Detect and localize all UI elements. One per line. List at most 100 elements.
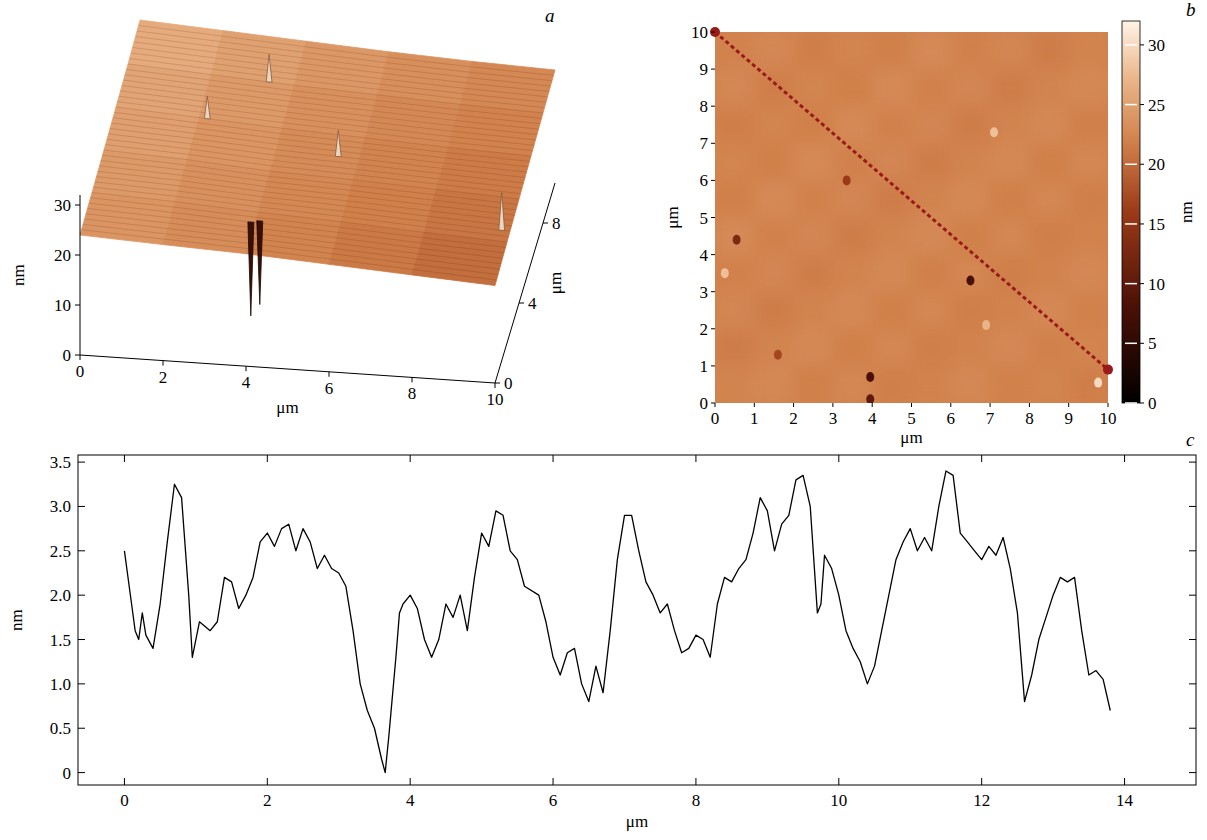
cell [872, 366, 912, 403]
tick [1189, 728, 1196, 729]
tick-label: 9 [700, 60, 709, 79]
tick [754, 403, 755, 407]
tick [1125, 343, 1137, 345]
tick-label: 1.0 [50, 675, 71, 694]
tick [1125, 104, 1137, 106]
tick-label: 2 [789, 409, 798, 428]
texture [88, 208, 503, 258]
tick [1189, 595, 1196, 596]
tick-label: 3.5 [50, 453, 71, 472]
tick [711, 32, 715, 33]
cell [912, 143, 952, 181]
tick [711, 69, 715, 70]
texture [101, 161, 516, 210]
tick-label: 0 [63, 346, 72, 365]
texture [98, 171, 513, 220]
cell [794, 180, 834, 218]
tick-label: 2 [159, 368, 168, 387]
tick [1189, 506, 1196, 507]
tick [1124, 778, 1125, 785]
cell [1029, 329, 1069, 367]
texture [128, 64, 543, 113]
cell [794, 255, 834, 293]
colorbar [1122, 21, 1140, 403]
spot [733, 235, 741, 245]
texture [92, 193, 507, 243]
tick [793, 403, 794, 407]
cell [794, 143, 834, 181]
tick-label: 2.0 [50, 586, 71, 605]
tick [124, 455, 125, 462]
cell [754, 329, 794, 367]
cell [794, 69, 834, 107]
tick [1189, 550, 1196, 551]
tick [981, 778, 982, 785]
cell [833, 180, 873, 218]
tick-label: 4 [242, 373, 251, 392]
cell [1029, 255, 1069, 293]
cell [990, 218, 1030, 256]
frame [78, 455, 1196, 785]
tick [163, 361, 164, 366]
z-axis [80, 195, 81, 355]
tick [1140, 283, 1144, 284]
cell [951, 69, 991, 107]
cell [912, 255, 952, 293]
cell [833, 292, 873, 330]
spike [257, 221, 263, 305]
tick [711, 143, 715, 144]
cell [833, 255, 873, 293]
cell [715, 106, 755, 144]
cell [990, 180, 1030, 218]
tick-label: 6 [549, 791, 558, 810]
texture [121, 91, 536, 140]
cell [715, 143, 755, 181]
axis-title: μm [663, 206, 682, 228]
cell [715, 69, 755, 107]
cell [1069, 218, 1108, 256]
tick-label: 10 [1100, 409, 1117, 428]
cell [715, 255, 755, 293]
surface [80, 20, 555, 286]
tick [75, 255, 80, 256]
cell [912, 180, 952, 218]
texture [112, 123, 527, 172]
tick [911, 403, 912, 407]
tick-label: 5 [1148, 334, 1157, 353]
tick [1189, 772, 1196, 773]
tick [78, 639, 85, 640]
cell [715, 329, 755, 367]
tick [410, 778, 411, 785]
cell [715, 366, 755, 403]
texture [134, 42, 549, 92]
tick-label: 10 [691, 23, 708, 42]
texture [125, 75, 540, 124]
tick [711, 106, 715, 107]
cell [951, 32, 991, 70]
tick-label: 6 [947, 409, 956, 428]
tick [78, 550, 85, 551]
texture [131, 53, 546, 102]
cell [1029, 292, 1069, 330]
tick [711, 180, 715, 181]
cell [754, 143, 794, 181]
tick [1189, 462, 1196, 463]
spot [1094, 378, 1102, 388]
cell [794, 218, 834, 256]
cell [912, 106, 952, 144]
spot [866, 372, 874, 382]
cell [951, 180, 991, 218]
cell [794, 329, 834, 367]
figure: 01020300246810048nmμmμma0123456789100123… [0, 0, 1207, 840]
cell [912, 292, 952, 330]
tick-label: 0 [700, 394, 709, 413]
axis-title: μm [626, 812, 648, 831]
cell [833, 329, 873, 367]
axis-title: nm [7, 609, 26, 631]
cell [912, 218, 952, 256]
tick [1140, 343, 1144, 344]
spot [774, 350, 782, 360]
tick-label: 10 [1148, 275, 1165, 294]
spike [335, 130, 341, 156]
cell [990, 143, 1030, 181]
